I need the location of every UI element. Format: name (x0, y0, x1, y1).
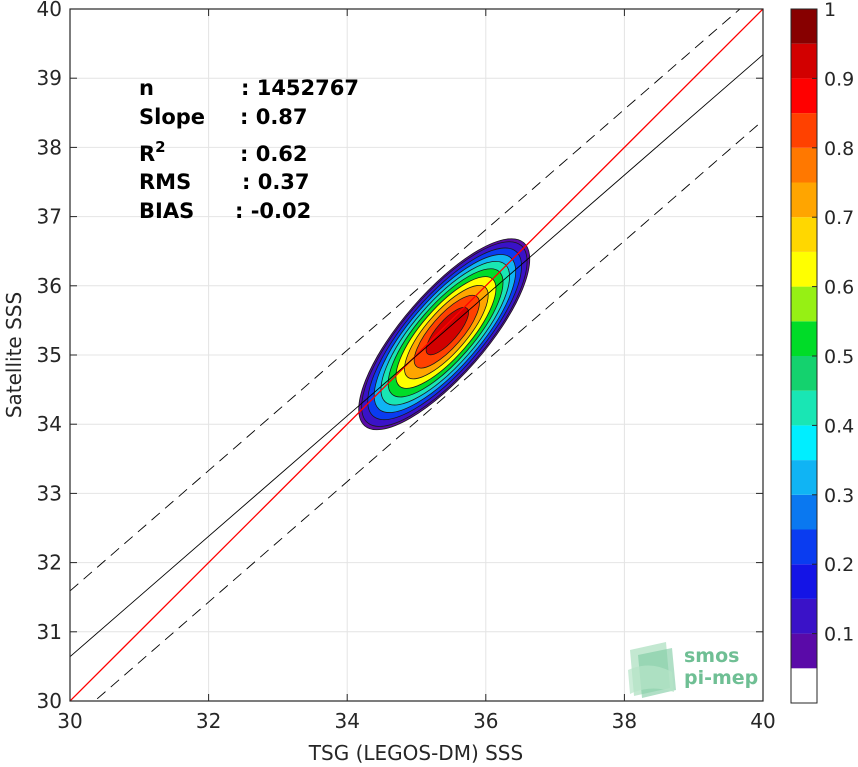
regression-lines (70, 9, 763, 701)
identity-line (70, 9, 763, 701)
colorbar-band-4 (791, 529, 817, 565)
stat-value-1: : 0.87 (240, 105, 308, 129)
colorbar: 0.1 0.2 0.3 0.4 0.5 0.6 0.7 0.8 0.9 1 (790, 0, 854, 704)
x-tick-label-1: 32 (196, 709, 221, 733)
y-tick-label-7: 37 (37, 205, 62, 229)
y-tick-label-10: 40 (37, 0, 62, 21)
stat-label-1: Slope (139, 105, 205, 129)
stat-value-4: : -0.02 (235, 199, 311, 223)
logo-text-pimep: pi-mep (684, 667, 758, 689)
stat-value-3: : 0.37 (242, 170, 310, 194)
x-tick-label-0: 30 (57, 709, 82, 733)
colorbar-tick-label-9: 1 (824, 0, 836, 21)
envelope-line-1 (94, 120, 763, 701)
y-tick-label-2: 32 (37, 551, 62, 575)
colorbar-tick-label-0: 0.1 (824, 624, 854, 646)
logo-text-smos: smos (684, 645, 739, 667)
fit-line (70, 54, 763, 658)
y-tick-label-1: 31 (37, 620, 62, 644)
colorbar-tick-label-1: 0.2 (824, 554, 854, 576)
y-tick-label-4: 34 (37, 412, 62, 436)
colorbar-band-19 (791, 9, 817, 44)
y-tick-label-8: 38 (37, 135, 62, 159)
x-tick-label-5: 40 (750, 709, 775, 733)
colorbar-tick-label-3: 0.4 (824, 415, 854, 437)
colorbar-band-8 (791, 390, 817, 426)
colorbar-band-18 (791, 43, 817, 79)
density-contours (358, 238, 531, 431)
y-tick-label-0: 30 (37, 689, 62, 713)
colorbar-band-16 (791, 113, 817, 148)
y-axis-label: Satellite SSS (2, 292, 26, 418)
colorbar-band-1 (791, 633, 817, 669)
envelope-line-0 (70, 9, 741, 592)
colorbar-band-13 (791, 217, 817, 252)
smos-pi-mep-logo: smos pi-mep (628, 642, 758, 698)
colorbar-band-15 (791, 147, 817, 183)
colorbar-band-17 (791, 78, 817, 114)
stat-label-4: BIAS (139, 199, 194, 223)
colorbar-tick-label-2: 0.3 (824, 485, 854, 507)
x-tick-label-4: 38 (612, 709, 637, 733)
colorbar-band-6 (791, 460, 817, 495)
x-tick-label-2: 34 (334, 709, 359, 733)
x-axis-ticks: 30 32 34 36 38 40 (57, 9, 776, 733)
colorbar-band-11 (791, 286, 817, 322)
stat-label-0: n (139, 76, 154, 100)
colorbar-tick-label-6: 0.7 (824, 207, 854, 229)
colorbar-band-2 (791, 598, 817, 634)
colorbar-tick-label-5: 0.6 (824, 277, 854, 299)
colorbar-band-3 (791, 564, 817, 599)
colorbar-band-7 (791, 425, 817, 461)
colorbar-band-10 (791, 321, 817, 356)
stat-value-2: : 0.62 (240, 142, 308, 166)
colorbar-tick-label-8: 0.9 (824, 68, 854, 90)
colorbar-band-9 (791, 356, 817, 391)
x-tick-label-3: 36 (473, 709, 498, 733)
x-axis-label: TSG (LEGOS-DM) SSS (308, 741, 523, 765)
stat-value-0: : 1452767 (241, 76, 359, 100)
colorbar-tick-label-7: 0.8 (824, 138, 854, 160)
colorbar-band-0 (791, 668, 817, 703)
y-tick-label-5: 35 (37, 343, 62, 367)
stat-label-3: RMS (139, 170, 191, 194)
grid-lines (69, 8, 764, 702)
y-axis-ticks: 30 31 32 33 34 35 36 37 38 39 40 (37, 0, 763, 713)
logo-emblem-icon (628, 642, 676, 698)
y-tick-label-9: 39 (37, 66, 62, 90)
colorbar-tick-label-4: 0.5 (824, 346, 854, 368)
y-tick-label-3: 33 (37, 481, 62, 505)
colorbar-band-5 (791, 494, 817, 530)
colorbar-band-14 (791, 182, 817, 218)
colorbar-band-12 (791, 251, 817, 287)
y-tick-label-6: 36 (37, 274, 62, 298)
